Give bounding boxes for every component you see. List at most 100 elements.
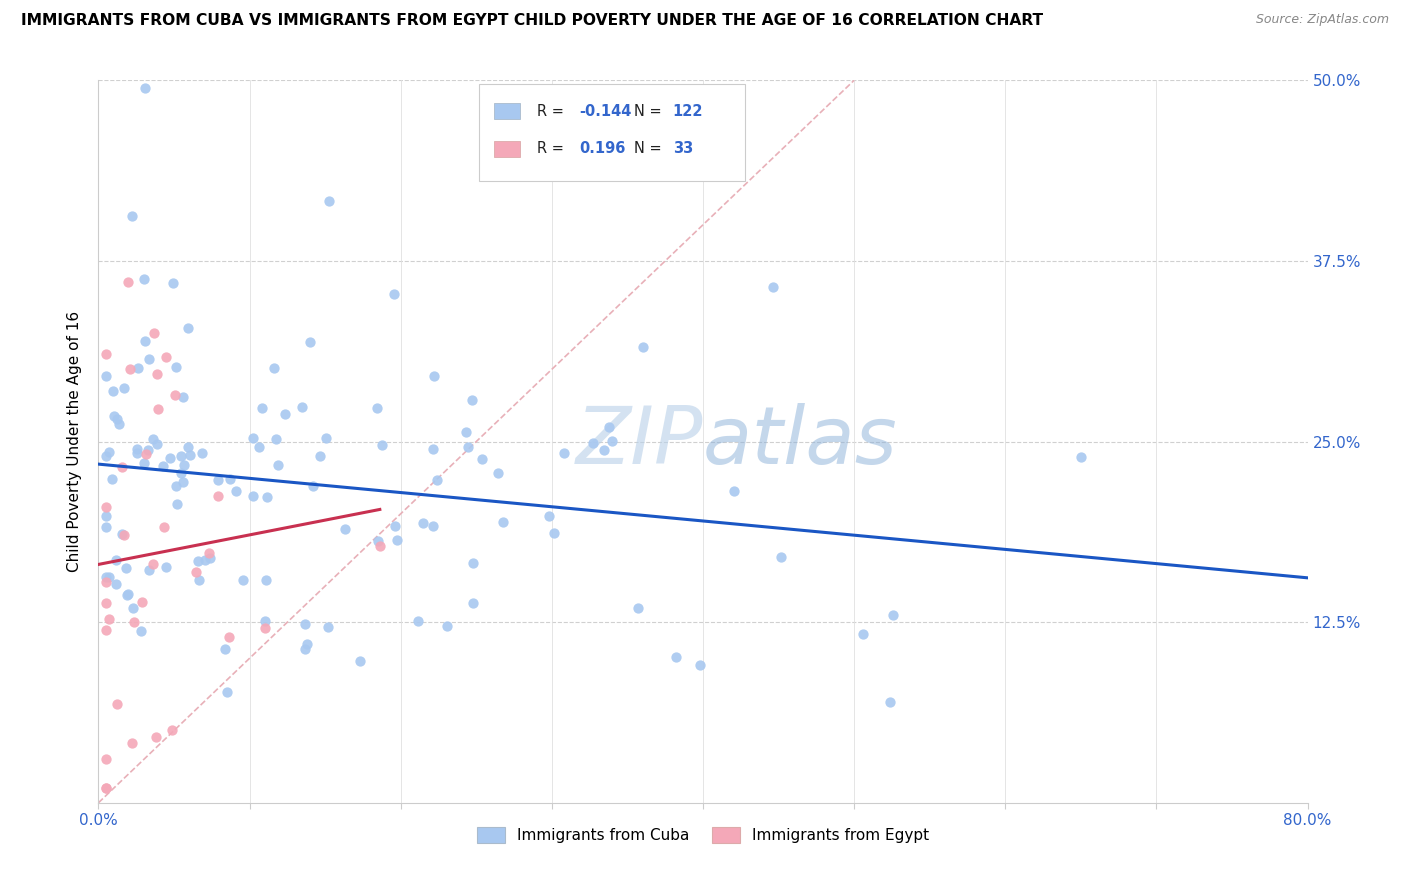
- Point: [384, 287, 406, 301]
- Point: [225, 483, 247, 498]
- Text: 0.196: 0.196: [579, 142, 626, 156]
- Point: [94, 781, 117, 796]
- Point: [159, 451, 181, 466]
- Point: [112, 528, 135, 542]
- Point: [423, 368, 446, 383]
- Point: [366, 401, 388, 415]
- Point: [160, 723, 183, 737]
- Point: [166, 497, 188, 511]
- Point: [316, 620, 339, 634]
- Point: [461, 392, 484, 407]
- Point: [165, 388, 187, 402]
- FancyBboxPatch shape: [479, 84, 745, 181]
- Point: [127, 360, 149, 375]
- Point: [291, 400, 314, 414]
- Point: [121, 210, 143, 224]
- Point: [176, 440, 198, 454]
- Point: [302, 478, 325, 492]
- Point: [582, 436, 605, 450]
- Point: [264, 432, 287, 446]
- Point: [368, 540, 391, 554]
- Point: [94, 623, 117, 637]
- Point: [299, 334, 322, 349]
- Point: [219, 473, 242, 487]
- Point: [406, 615, 429, 629]
- Point: [117, 275, 139, 289]
- Point: [138, 563, 160, 577]
- Point: [207, 473, 229, 487]
- Point: [232, 573, 254, 587]
- Point: [214, 642, 236, 657]
- Point: [97, 612, 120, 626]
- Point: [169, 449, 191, 463]
- Point: [426, 473, 449, 487]
- Point: [112, 381, 135, 395]
- Point: [308, 449, 330, 463]
- Point: [122, 615, 145, 629]
- Point: [172, 475, 194, 490]
- Text: R =: R =: [537, 103, 569, 119]
- Point: [94, 781, 117, 796]
- Point: [125, 446, 148, 460]
- Point: [198, 546, 221, 560]
- Point: [115, 560, 138, 574]
- Point: [384, 518, 406, 533]
- Point: [852, 626, 875, 640]
- Point: [143, 326, 166, 340]
- Y-axis label: Child Poverty Under the Age of 16: Child Poverty Under the Age of 16: [67, 311, 83, 572]
- Point: [166, 479, 188, 493]
- Point: [152, 520, 174, 534]
- Point: [94, 500, 117, 514]
- Point: [131, 595, 153, 609]
- FancyBboxPatch shape: [494, 103, 520, 120]
- Point: [142, 558, 165, 572]
- Point: [104, 553, 127, 567]
- Point: [267, 458, 290, 473]
- Point: [135, 447, 157, 461]
- Point: [600, 434, 623, 449]
- Point: [598, 420, 620, 434]
- Point: [249, 441, 271, 455]
- Point: [176, 321, 198, 335]
- Point: [186, 565, 208, 579]
- Point: [242, 430, 264, 444]
- Point: [294, 617, 316, 632]
- Point: [162, 276, 184, 290]
- Point: [215, 685, 238, 699]
- Point: [274, 407, 297, 421]
- Point: [146, 367, 169, 381]
- Point: [121, 601, 143, 615]
- Text: N =: N =: [634, 142, 671, 156]
- Point: [256, 490, 278, 504]
- Point: [295, 636, 318, 650]
- Point: [125, 442, 148, 456]
- Point: [134, 456, 156, 470]
- Point: [94, 752, 117, 766]
- Point: [104, 577, 127, 591]
- Point: [94, 520, 117, 534]
- Point: [103, 409, 125, 424]
- Text: 33: 33: [672, 142, 693, 156]
- Point: [665, 650, 688, 665]
- Point: [412, 516, 434, 531]
- Point: [155, 559, 177, 574]
- Text: 122: 122: [672, 103, 703, 119]
- Point: [173, 458, 195, 473]
- Point: [367, 534, 389, 549]
- Point: [129, 624, 152, 639]
- Point: [108, 417, 131, 431]
- Point: [207, 489, 229, 503]
- Point: [461, 596, 484, 610]
- Point: [454, 425, 477, 439]
- Point: [422, 519, 444, 533]
- Point: [172, 390, 194, 404]
- Point: [488, 466, 510, 480]
- Point: [94, 347, 117, 361]
- Point: [96, 570, 118, 584]
- FancyBboxPatch shape: [494, 141, 520, 157]
- Point: [188, 573, 211, 587]
- Text: atlas: atlas: [703, 402, 898, 481]
- Point: [94, 574, 117, 589]
- Point: [422, 442, 444, 456]
- Point: [198, 551, 221, 566]
